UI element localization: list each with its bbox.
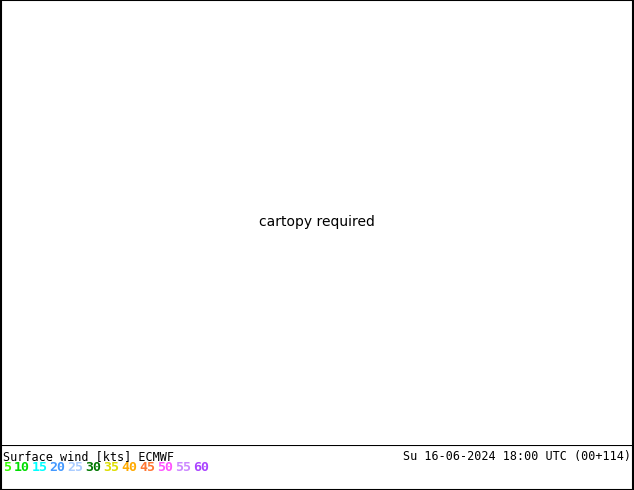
Text: cartopy required: cartopy required — [259, 216, 375, 229]
Text: 40: 40 — [122, 461, 138, 474]
Text: 35: 35 — [103, 461, 119, 474]
Text: 55: 55 — [176, 461, 191, 474]
Text: 10: 10 — [13, 461, 30, 474]
Text: 45: 45 — [139, 461, 155, 474]
Text: 15: 15 — [32, 461, 48, 474]
Text: 50: 50 — [157, 461, 174, 474]
Text: 5: 5 — [3, 461, 11, 474]
Text: Surface wind [kts] ECMWF: Surface wind [kts] ECMWF — [3, 450, 174, 463]
Text: 60: 60 — [193, 461, 209, 474]
Text: Su 16-06-2024 18:00 UTC (00+114): Su 16-06-2024 18:00 UTC (00+114) — [403, 450, 631, 463]
Text: 30: 30 — [86, 461, 101, 474]
Text: 25: 25 — [67, 461, 84, 474]
Text: 20: 20 — [49, 461, 65, 474]
